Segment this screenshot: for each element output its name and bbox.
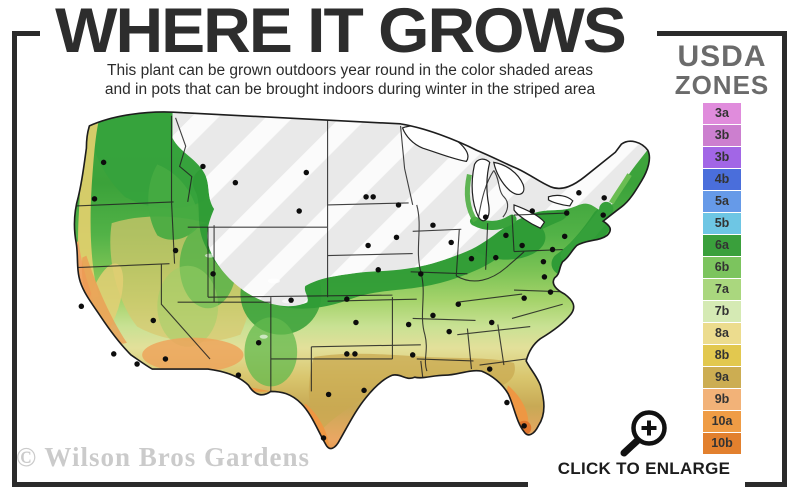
city-dot: [549, 246, 556, 253]
city-dot: [504, 399, 510, 406]
usda-zone-map[interactable]: [56, 102, 664, 470]
legend-zone-swatch-7-6b: 6b: [703, 257, 741, 278]
city-dot: [600, 212, 606, 218]
frame-right: [782, 31, 787, 487]
city-dot: [521, 295, 527, 301]
city-dot: [418, 271, 424, 277]
city-dot: [563, 210, 570, 216]
frame-top-right: [657, 31, 787, 36]
legend-zone-swatch-12-9a: 9a: [703, 367, 741, 388]
city-dot: [111, 351, 117, 357]
city-dot: [325, 391, 332, 398]
city-dot: [255, 340, 262, 346]
city-dot: [547, 289, 554, 295]
city-dot: [561, 233, 568, 240]
city-dot: [370, 194, 376, 200]
frame-left: [12, 31, 17, 487]
city-dot: [519, 242, 525, 249]
city-dot: [405, 321, 412, 328]
city-dot: [100, 159, 107, 166]
city-dot: [486, 366, 493, 372]
city-dot: [365, 242, 371, 249]
city-dot: [601, 195, 607, 201]
subtitle: This plant can be grown outdoors year ro…: [60, 62, 640, 99]
city-dot: [361, 387, 367, 394]
city-dot: [232, 179, 239, 186]
city-dot: [541, 274, 548, 280]
legend-zone-swatch-9-7b: 7b: [703, 301, 741, 322]
city-dot: [352, 351, 358, 357]
city-dot: [288, 297, 294, 303]
great-lakes: [401, 124, 574, 230]
page-title: WHERE IT GROWS: [55, 0, 627, 66]
click-to-enlarge-label[interactable]: CLICK TO ENLARGE: [557, 459, 731, 478]
city-dot: [200, 163, 206, 170]
city-dot: [134, 361, 140, 367]
city-dot: [172, 247, 179, 254]
city-dot: [455, 301, 462, 307]
city-dot: [488, 319, 495, 326]
city-dot: [521, 423, 527, 429]
city-dot: [353, 319, 359, 326]
city-dot: [430, 222, 436, 228]
legend-zone-swatch-0-3a: 3a: [703, 103, 741, 124]
city-dot: [296, 208, 302, 214]
city-dot: [91, 196, 98, 202]
frame-bottom-right: [745, 482, 787, 487]
city-dot: [344, 296, 350, 302]
subtitle-line-2: and in pots that can be brought indoors …: [104, 80, 596, 98]
city-dot: [363, 194, 369, 200]
legend-zone-swatch-3-4b: 4b: [703, 169, 741, 190]
legend-zone-swatch-6-6a: 6a: [703, 235, 741, 256]
legend-zone-swatch-5-5b: 5b: [703, 213, 741, 234]
watermark: © Wilson Bros Gardens: [16, 442, 310, 472]
city-dot: [446, 328, 452, 335]
city-dot: [150, 317, 157, 324]
city-dot: [468, 255, 475, 262]
city-dot: [162, 356, 169, 362]
legend-swatch-column: 3a 3b 3b 4b 5a 5b 6a 6b 7a 7b 8a 8b 9a 9b 10a 10b: [703, 103, 741, 455]
legend-title-zones: ZONES: [674, 70, 770, 100]
city-dot: [78, 303, 85, 310]
city-dot: [540, 258, 547, 265]
legend-zone-swatch-2-3b: 3b: [703, 147, 741, 168]
magnifier-icon[interactable]: [614, 404, 672, 462]
state-borders: [74, 115, 571, 396]
city-dot: [409, 352, 416, 358]
legend-title-usda: USDA: [677, 40, 767, 73]
legend-zone-swatch-10-8a: 8a: [703, 323, 741, 344]
city-dot: [320, 435, 327, 441]
frame-bottom-left: [12, 482, 528, 487]
city-dot: [235, 372, 242, 378]
legend-zone-swatch-13-9b: 9b: [703, 389, 741, 410]
legend-zone-swatch-15-10b: 10b: [703, 433, 741, 454]
city-dot: [493, 254, 499, 261]
city-dot: [430, 312, 436, 319]
city-dot: [344, 351, 350, 357]
map-color-layers: [74, 111, 650, 449]
city-dot: [303, 169, 310, 176]
city-dot: [395, 202, 402, 208]
legend-zone-swatch-1-3b: 3b: [703, 125, 741, 146]
usda-zones-legend: USDA ZONES: [662, 40, 782, 100]
city-dot: [210, 271, 216, 277]
frame-top-left: [12, 31, 40, 36]
legend-zone-swatch-11-8b: 8b: [703, 345, 741, 366]
city-dot: [576, 190, 582, 196]
city-dot: [393, 234, 400, 241]
legend-zone-swatch-4-5a: 5a: [703, 191, 741, 212]
subtitle-line-1: This plant can be grown outdoors year ro…: [107, 62, 593, 79]
city-dot: [503, 232, 509, 239]
city-dots: [78, 159, 607, 441]
city-dot: [375, 267, 381, 273]
city-dot: [529, 208, 536, 214]
legend-zone-swatch-8-7a: 7a: [703, 279, 741, 300]
city-dot: [482, 214, 489, 220]
city-dot: [448, 239, 454, 246]
legend-zone-swatch-14-10a: 10a: [703, 411, 741, 432]
